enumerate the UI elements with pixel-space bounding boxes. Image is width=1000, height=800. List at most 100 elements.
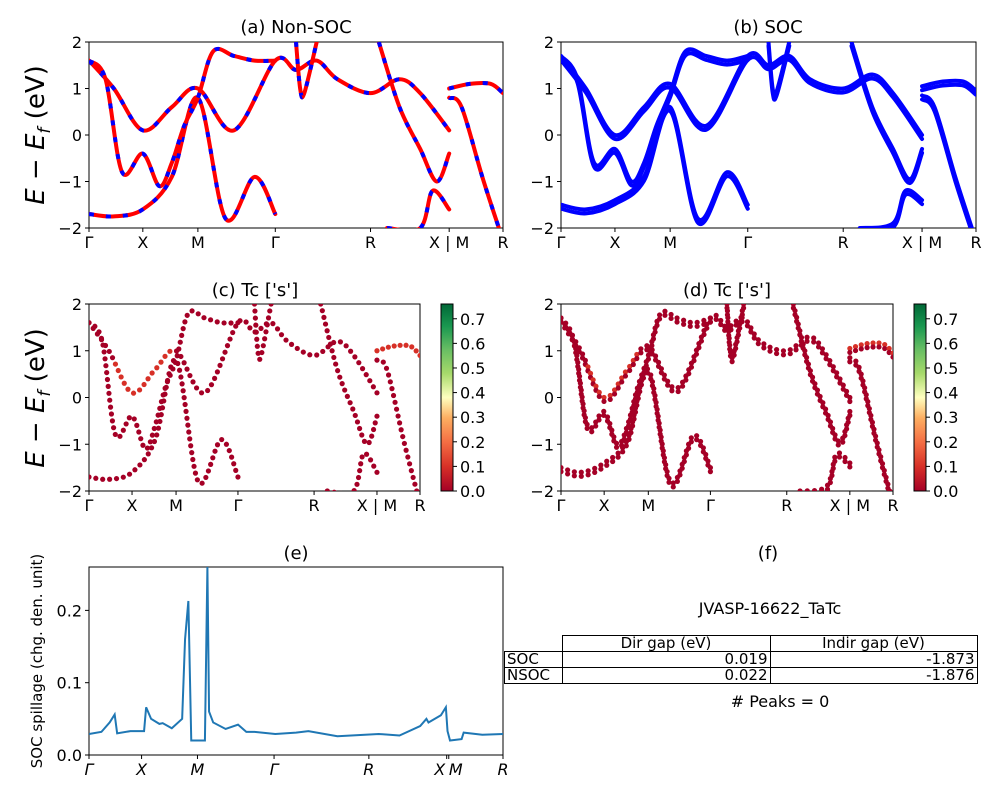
band-point bbox=[134, 422, 140, 428]
panel-d-colorbar: 0.7 0.6 0.5 0.4 0.3 0.2 0.1 0.0 bbox=[913, 303, 958, 501]
band-point bbox=[254, 336, 260, 342]
band-point bbox=[400, 433, 406, 440]
band-point bbox=[188, 443, 194, 449]
band-point-split bbox=[864, 345, 870, 351]
band-point bbox=[651, 385, 657, 392]
x-tick-label: Γ bbox=[557, 233, 566, 252]
band-point bbox=[356, 425, 363, 432]
band-point-split bbox=[847, 464, 853, 470]
band-point bbox=[331, 354, 337, 361]
band-point bbox=[363, 372, 369, 378]
band-point bbox=[141, 381, 147, 388]
band-point-split bbox=[630, 361, 636, 368]
gap-table: Dir gap (eV) Indir gap (eV) SOC 0.019 -1… bbox=[504, 635, 978, 684]
band-point bbox=[580, 401, 586, 407]
x-tick-label: M bbox=[191, 760, 205, 779]
band-point bbox=[609, 427, 615, 433]
band-point bbox=[89, 320, 92, 326]
band-point bbox=[578, 469, 584, 475]
band-point bbox=[700, 445, 706, 451]
band-point bbox=[321, 314, 327, 320]
y-tick-label: 1 bbox=[72, 80, 82, 99]
band-point bbox=[145, 376, 151, 382]
band-point bbox=[392, 399, 398, 405]
band-line bbox=[376, 42, 452, 184]
band-point bbox=[227, 336, 233, 342]
band-point bbox=[391, 343, 397, 349]
x-tick-label: Γ bbox=[85, 760, 95, 779]
band-line-split bbox=[561, 55, 925, 142]
band-point-split bbox=[739, 312, 745, 318]
band-point bbox=[121, 380, 127, 386]
band-point bbox=[697, 438, 704, 445]
x-tick-label: R bbox=[970, 233, 981, 252]
band-point-split bbox=[694, 323, 700, 329]
band-point bbox=[417, 352, 420, 359]
band-point bbox=[247, 325, 253, 331]
band-point-split bbox=[852, 347, 859, 354]
x-tick-label: M bbox=[641, 496, 655, 515]
band-point bbox=[707, 465, 714, 471]
band-point bbox=[797, 488, 803, 491]
band-line-split bbox=[849, 44, 925, 186]
panel-d-plot bbox=[561, 304, 893, 497]
band-point bbox=[190, 456, 196, 463]
band-point-split bbox=[643, 363, 649, 369]
band-point bbox=[876, 447, 882, 453]
band-point-split bbox=[830, 465, 836, 471]
band-point bbox=[170, 366, 176, 372]
band-point bbox=[638, 346, 644, 352]
y-tick-label: 1 bbox=[72, 342, 82, 361]
band-point bbox=[847, 345, 853, 352]
y-tick-label: 2 bbox=[544, 295, 554, 314]
band-point bbox=[843, 388, 850, 394]
band-point-split bbox=[561, 469, 564, 475]
band-point bbox=[576, 373, 583, 379]
band-point bbox=[798, 334, 805, 341]
band-point bbox=[847, 394, 853, 401]
band-point bbox=[339, 381, 345, 387]
y-tick-label: 1 bbox=[544, 80, 554, 99]
band-point bbox=[223, 441, 230, 447]
band-point bbox=[827, 358, 833, 364]
band-point bbox=[866, 405, 872, 412]
band-point bbox=[110, 425, 117, 431]
band-point bbox=[191, 463, 197, 469]
band-point-split bbox=[773, 350, 780, 357]
band-point bbox=[359, 366, 366, 372]
band-point bbox=[136, 429, 142, 435]
band-point bbox=[569, 332, 576, 338]
band-point bbox=[181, 395, 187, 401]
band-point bbox=[294, 345, 300, 352]
band-point-split bbox=[639, 376, 645, 382]
band-point bbox=[842, 454, 848, 461]
band-point-split bbox=[694, 437, 700, 443]
y-tick-label: 2 bbox=[72, 33, 82, 52]
band-point bbox=[561, 315, 564, 321]
band-point-split bbox=[698, 338, 704, 344]
band-point bbox=[410, 474, 416, 481]
band-point-split bbox=[797, 492, 802, 497]
colorbar-tick-label: 0.5 bbox=[460, 359, 485, 378]
panel-c-title: (c) Tc ['s'] bbox=[212, 280, 299, 301]
band-point bbox=[155, 412, 161, 418]
band-point bbox=[288, 341, 295, 347]
band-point-split bbox=[621, 436, 627, 442]
band-point bbox=[613, 440, 620, 446]
band-point-split bbox=[596, 393, 602, 400]
band-point bbox=[674, 315, 680, 321]
x-tick-label: X | M bbox=[830, 496, 870, 515]
band-point bbox=[804, 488, 810, 491]
band-point-split bbox=[735, 332, 741, 338]
y-tick-label: 2 bbox=[72, 295, 82, 314]
panel-a-title: (a) Non-SOC bbox=[240, 17, 351, 38]
band-point bbox=[210, 455, 216, 461]
band-point bbox=[307, 352, 313, 358]
band-point-split bbox=[685, 445, 692, 451]
band-line-split bbox=[561, 51, 750, 188]
band-point-split bbox=[824, 486, 831, 491]
band-point bbox=[107, 397, 113, 403]
y-tick-label: −1 bbox=[58, 173, 82, 192]
band-point-split bbox=[679, 465, 685, 471]
